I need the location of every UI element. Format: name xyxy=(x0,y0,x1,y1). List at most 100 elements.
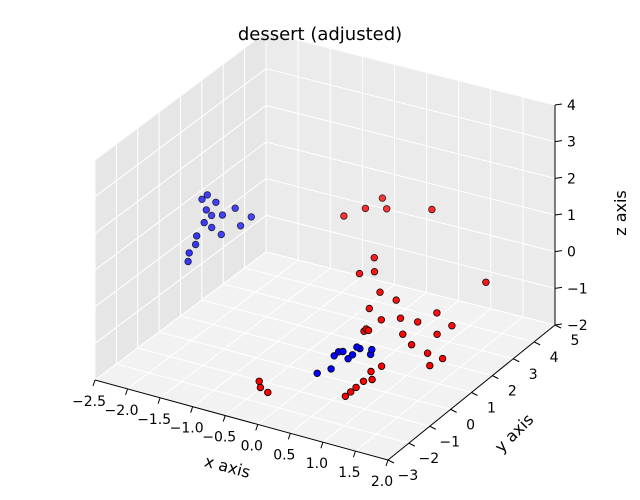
data-point xyxy=(247,213,255,221)
x-tick xyxy=(222,415,226,422)
data-point xyxy=(231,204,239,212)
data-point xyxy=(192,232,201,240)
data-point xyxy=(377,362,386,370)
y-tick-label: 1 xyxy=(487,401,496,417)
y-tick xyxy=(450,408,457,413)
grid-line-z xyxy=(94,104,556,234)
data-point xyxy=(359,377,368,385)
x-tick xyxy=(157,397,161,404)
data-point xyxy=(433,330,441,338)
z-tick xyxy=(554,103,563,106)
data-point xyxy=(396,314,405,322)
data-point xyxy=(256,383,265,392)
z-tick-label: 1 xyxy=(567,208,576,224)
data-point xyxy=(368,375,376,384)
data-point xyxy=(376,288,384,296)
y-tick-label: 5 xyxy=(571,333,580,349)
data-point xyxy=(198,195,206,203)
z-tick xyxy=(554,140,563,143)
data-point xyxy=(255,377,263,385)
x-axis-label: x axis xyxy=(202,451,252,481)
data-point xyxy=(313,369,321,377)
y-tick-label: 4 xyxy=(550,350,559,366)
data-point xyxy=(367,367,375,376)
x-tick xyxy=(92,379,96,387)
data-point xyxy=(399,330,407,338)
data-point xyxy=(368,345,376,354)
grid-line-z xyxy=(94,251,556,381)
data-point xyxy=(482,278,490,286)
data-point xyxy=(428,205,436,214)
grid-line-z xyxy=(94,68,556,198)
data-point xyxy=(217,230,225,239)
data-point xyxy=(339,347,347,356)
z-tick-label: 4 xyxy=(567,98,576,114)
z-tick-label: 3 xyxy=(567,135,576,151)
data-point xyxy=(392,296,400,304)
data-point xyxy=(340,212,348,220)
chart-title: dessert (adjusted) xyxy=(238,24,402,45)
z-tick xyxy=(554,323,563,326)
x-tick-label: 1.5 xyxy=(338,465,360,481)
data-point xyxy=(355,269,364,278)
data-point xyxy=(378,194,387,202)
y-tick xyxy=(533,341,541,346)
z-tick xyxy=(554,286,563,289)
y-tick xyxy=(554,324,562,329)
y-tick-label: −1 xyxy=(439,434,460,450)
data-point xyxy=(364,326,373,335)
x-axis-line xyxy=(94,379,389,461)
grid-line-z xyxy=(94,31,556,161)
z-tick-label: −1 xyxy=(567,281,588,297)
axis-panes xyxy=(93,31,557,461)
data-point xyxy=(352,383,360,392)
z-tick-label: −2 xyxy=(567,318,588,334)
z-axis-label: z axis xyxy=(611,190,630,236)
y-tick xyxy=(408,442,416,447)
x-tick-label: 2.0 xyxy=(371,474,393,490)
x-tick-label: 0.0 xyxy=(241,438,263,454)
x-tick xyxy=(190,406,194,413)
data-point xyxy=(370,254,378,262)
data-point xyxy=(438,354,447,363)
data-point xyxy=(184,257,192,266)
y-tick-label: 0 xyxy=(466,417,475,433)
y-tick xyxy=(429,425,436,430)
data-point xyxy=(185,249,193,257)
z-tick-label: 2 xyxy=(567,171,576,187)
x-tick-label: −1.5 xyxy=(137,412,171,428)
data-point xyxy=(236,222,245,230)
data-point xyxy=(200,218,208,227)
z-tick xyxy=(554,213,563,216)
data-point xyxy=(264,388,272,397)
x-tick-label: 0.5 xyxy=(273,447,295,463)
data-point xyxy=(414,318,422,326)
x-tick-label: −0.5 xyxy=(202,430,236,446)
x-tick-label: 1.0 xyxy=(306,456,328,472)
grid-line-z xyxy=(94,141,556,271)
data-point xyxy=(327,365,335,373)
x-tick xyxy=(287,433,291,440)
data-point xyxy=(207,223,216,232)
data-point xyxy=(212,198,220,206)
x-tick-label: −2.5 xyxy=(72,394,106,410)
data-point xyxy=(361,204,370,213)
y-tick-label: 3 xyxy=(529,367,538,383)
data-point xyxy=(203,191,211,199)
y-tick-label: −3 xyxy=(398,468,419,484)
data-point xyxy=(377,316,385,324)
data-point xyxy=(426,361,434,370)
data-point xyxy=(348,351,357,359)
data-point xyxy=(202,206,210,214)
x-tick xyxy=(320,442,324,449)
x-tick-label: −1.0 xyxy=(170,421,204,437)
y-tick xyxy=(513,358,520,363)
axis-ticks: −2.5−2.0−1.5−1.0−0.50.00.51.01.52.0 −3−2−… xyxy=(72,98,588,490)
grid-line-z xyxy=(94,214,556,344)
data-point xyxy=(365,304,373,313)
data-point xyxy=(207,211,216,220)
data-point xyxy=(191,240,200,249)
data-point xyxy=(370,268,379,276)
data-point xyxy=(347,388,355,396)
